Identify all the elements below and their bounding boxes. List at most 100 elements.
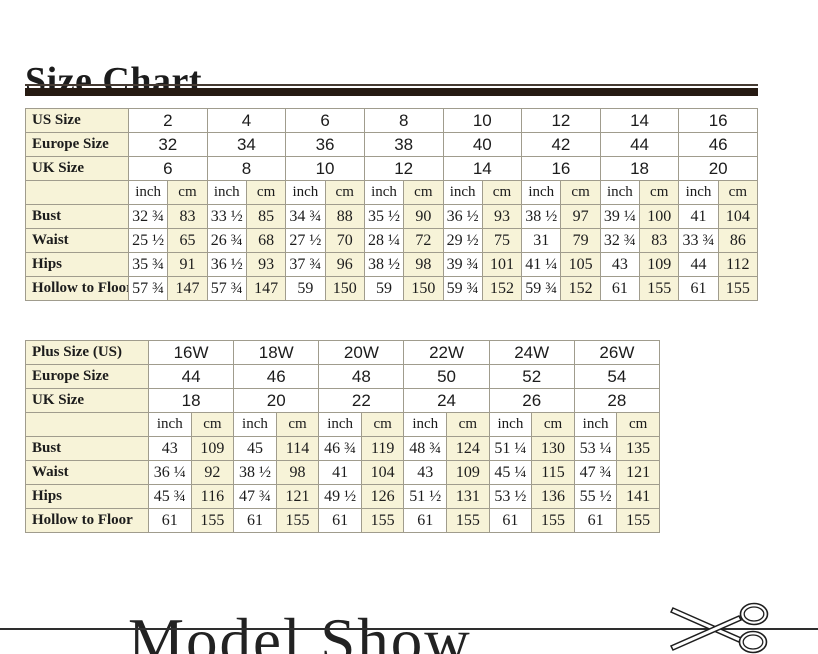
measure-value-cell: 59	[363, 276, 405, 301]
measure-value-cell: 93	[481, 204, 523, 229]
size-value-cell: 34	[206, 132, 287, 157]
measure-value-cell: 61	[148, 508, 192, 533]
size-value-cell: 16W	[147, 340, 235, 365]
measure-value-cell: 130	[531, 436, 575, 461]
measure-value-cell: 53 ½	[488, 484, 533, 509]
measure-row-hollow-to-floor: Hollow to Floor 57 ¾ 147 57 ¾ 147 59 150 59 150 5…	[25, 276, 759, 301]
measure-value-cell: 126	[360, 484, 405, 509]
measure-value-cell: 98	[275, 460, 320, 485]
unit-header-cell-inch: inch	[521, 180, 562, 205]
size-value-cell: 16	[521, 156, 601, 181]
measure-value-cell: 47 ¾	[233, 484, 277, 509]
size-value-cell: 42	[521, 132, 601, 157]
measure-value-cell: 88	[324, 204, 365, 229]
page-title: Size Chart	[25, 60, 203, 103]
measure-value-cell: 121	[616, 460, 660, 485]
measure-value-cell: 46 ¾	[318, 436, 362, 461]
unit-header-row: inch cm inch cm inch cm inch cm inch cm inch cm inch…	[25, 180, 759, 205]
size-row-uk-size: UK Size 6 8 10 12 14 16 18 20	[25, 156, 758, 181]
row-label-hips: Hips	[25, 252, 129, 277]
size-value-cell: 14	[599, 108, 680, 133]
row-label-waist: Waist	[25, 228, 129, 253]
unit-header-cell-inch: inch	[318, 412, 362, 437]
measure-value-cell: 131	[446, 484, 490, 509]
measure-value-cell: 32 ¾	[127, 204, 169, 229]
measure-row-hollow-to-floor: Hollow to Floor 61 155 61 155 61 155 61 155 61 155…	[25, 508, 660, 533]
measure-value-cell: 59	[285, 276, 326, 301]
scissors-blade-lower	[669, 615, 743, 651]
size-value-cell: 40	[442, 132, 523, 157]
measure-row-waist: Waist 25 ½ 65 26 ¾ 68 27 ½ 70 28 ¼ 72 29 ½ 75 31 79 3…	[25, 228, 759, 253]
measure-value-cell: 68	[245, 228, 287, 253]
measure-value-cell: 86	[717, 228, 759, 253]
measure-value-cell: 51 ½	[403, 484, 448, 509]
size-value-cell: 46	[233, 364, 320, 389]
measure-value-cell: 35 ½	[363, 204, 405, 229]
unit-header-cell-cm: cm	[560, 180, 601, 205]
size-value-cell: 10	[442, 108, 523, 133]
unit-header-cell-cm: cm	[403, 180, 444, 205]
measure-value-cell: 155	[275, 508, 320, 533]
unit-row-label-empty	[25, 180, 129, 205]
measure-value-cell: 38 ½	[521, 204, 562, 229]
size-value-cell: 32	[128, 132, 208, 157]
measure-value-cell: 57 ¾	[127, 276, 169, 301]
measure-value-cell: 49 ½	[318, 484, 362, 509]
measure-value-cell: 37 ¾	[285, 252, 326, 277]
measure-value-cell: 96	[324, 252, 365, 277]
measure-value-cell: 135	[616, 436, 660, 461]
measure-value-cell: 116	[190, 484, 235, 509]
measure-value-cell: 105	[560, 252, 601, 277]
measure-value-cell: 59 ¾	[521, 276, 562, 301]
row-label-waist: Waist	[25, 460, 149, 485]
measure-value-cell: 61	[403, 508, 448, 533]
size-value-cell: 36	[285, 132, 365, 157]
measure-value-cell: 61	[573, 508, 618, 533]
measure-value-cell: 47 ¾	[573, 460, 618, 485]
unit-header-cell-inch: inch	[442, 180, 483, 205]
measure-value-cell: 150	[324, 276, 365, 301]
measure-row-bust: Bust 32 ¾ 83 33 ½ 85 34 ¾ 88 35 ½ 90 36 ½ 93 38 ½ 97…	[25, 204, 759, 229]
size-row-europe-size: Europe Size 32 34 36 38 40 42 44 46	[25, 132, 758, 157]
measure-value-cell: 152	[560, 276, 601, 301]
measure-value-cell: 31	[521, 228, 562, 253]
unit-header-cell-cm: cm	[717, 180, 759, 205]
measure-value-cell: 26 ¾	[206, 228, 247, 253]
row-label-us-size: US Size	[25, 108, 129, 133]
size-value-cell: 48	[318, 364, 405, 389]
measure-value-cell: 43	[403, 460, 448, 485]
unit-row-label-empty	[25, 412, 149, 437]
size-value-cell: 2	[128, 108, 208, 133]
unit-header-cell-inch: inch	[148, 412, 192, 437]
unit-header-cell-cm: cm	[531, 412, 575, 437]
size-row-europe-size: Europe Size 44 46 48 50 52 54	[25, 364, 661, 389]
measure-value-cell: 150	[403, 276, 444, 301]
measure-value-cell: 109	[446, 460, 490, 485]
size-value-cell: 14	[442, 156, 523, 181]
size-value-cell: 24	[403, 388, 490, 413]
measure-value-cell: 33 ½	[206, 204, 247, 229]
size-value-cell: 6	[128, 156, 208, 181]
unit-header-cell-inch: inch	[403, 412, 448, 437]
measure-value-cell: 104	[360, 460, 405, 485]
size-value-cell: 18	[147, 388, 235, 413]
title-rule-thin	[25, 84, 758, 86]
row-label-europe-size: Europe Size	[25, 132, 129, 157]
size-value-cell: 12	[363, 156, 444, 181]
size-value-cell: 12	[521, 108, 601, 133]
size-table-plus: Plus Size (US) 16W 18W 20W 22W 24W 26W Europe S…	[25, 340, 661, 533]
row-label-uk-size: UK Size	[25, 388, 149, 413]
row-label-europe-size: Europe Size	[25, 364, 149, 389]
measure-value-cell: 79	[560, 228, 601, 253]
measure-value-cell: 112	[717, 252, 759, 277]
measure-value-cell: 98	[403, 252, 444, 277]
size-value-cell: 22W	[403, 340, 490, 365]
row-label-uk-size: UK Size	[25, 156, 129, 181]
measure-value-cell: 109	[639, 252, 680, 277]
unit-header-cell-inch: inch	[233, 412, 277, 437]
measure-value-cell: 51 ¼	[488, 436, 533, 461]
measure-value-cell: 119	[360, 436, 405, 461]
measure-value-cell: 115	[531, 460, 575, 485]
measure-value-cell: 32 ¾	[599, 228, 641, 253]
